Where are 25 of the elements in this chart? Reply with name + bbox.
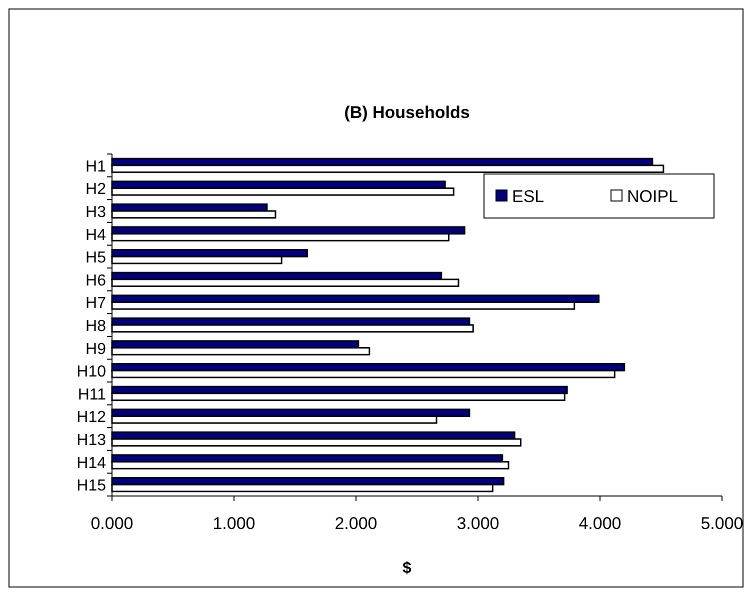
y-tick-label: H9	[86, 340, 106, 358]
y-tick-label: H15	[76, 478, 106, 495]
x-tick-label: 2.000	[334, 514, 378, 533]
x-tick-label: 0.000	[90, 514, 134, 533]
x-axis-title: $	[402, 560, 412, 577]
chart-title: (B) Households	[344, 103, 470, 122]
y-tick-label: H7	[86, 295, 106, 312]
x-tick-label: 3.000	[456, 514, 500, 533]
x-tick-label: 1.000	[212, 514, 256, 533]
y-tick-label: H8	[86, 318, 106, 335]
legend-label: NOIPL	[627, 187, 678, 206]
x-tick-label: 5.000	[700, 514, 744, 533]
y-tick-label: H4	[86, 226, 106, 244]
y-tick-label: H13	[76, 432, 106, 449]
y-tick-label: H1	[86, 158, 106, 176]
y-tick-label: H3	[86, 204, 106, 221]
y-tick-label: H2	[86, 181, 106, 198]
y-tick-label: H5	[86, 250, 106, 267]
y-tick-label: H6	[86, 272, 106, 290]
y-tick-label: H10	[76, 364, 106, 381]
y-tick-label: H14	[76, 454, 106, 472]
y-tick-label: H11	[78, 386, 106, 404]
legend-label: ESL	[512, 187, 544, 206]
x-tick-label: 4.000	[578, 514, 622, 533]
y-tick-label: H12	[76, 409, 106, 426]
